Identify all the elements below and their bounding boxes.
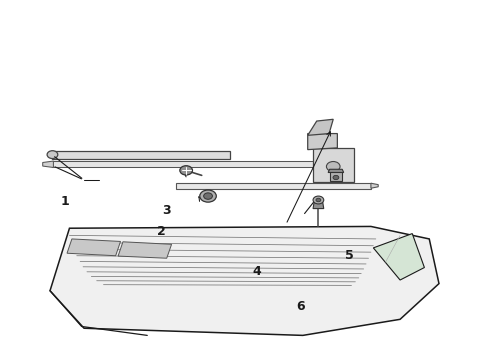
Polygon shape xyxy=(176,183,370,189)
Text: 2: 2 xyxy=(157,225,166,238)
Circle shape xyxy=(180,166,192,175)
Text: 6: 6 xyxy=(296,300,304,313)
Polygon shape xyxy=(372,234,424,280)
Polygon shape xyxy=(52,151,229,158)
Text: 1: 1 xyxy=(60,195,69,208)
Circle shape xyxy=(326,162,339,171)
Polygon shape xyxy=(42,161,53,167)
Polygon shape xyxy=(50,226,438,336)
Circle shape xyxy=(200,190,216,202)
Circle shape xyxy=(315,198,320,202)
Circle shape xyxy=(332,175,338,180)
Text: 3: 3 xyxy=(162,204,171,217)
Polygon shape xyxy=(312,203,323,208)
Text: 4: 4 xyxy=(252,265,261,278)
Circle shape xyxy=(203,193,212,199)
Text: 5: 5 xyxy=(344,248,353,261)
Polygon shape xyxy=(370,183,377,188)
Polygon shape xyxy=(67,239,120,256)
Polygon shape xyxy=(307,119,332,135)
Polygon shape xyxy=(327,169,343,172)
Polygon shape xyxy=(118,242,171,258)
Circle shape xyxy=(312,196,323,204)
Polygon shape xyxy=(52,161,331,167)
Polygon shape xyxy=(312,148,353,182)
Circle shape xyxy=(47,151,58,158)
Polygon shape xyxy=(307,134,337,150)
Polygon shape xyxy=(329,171,342,181)
